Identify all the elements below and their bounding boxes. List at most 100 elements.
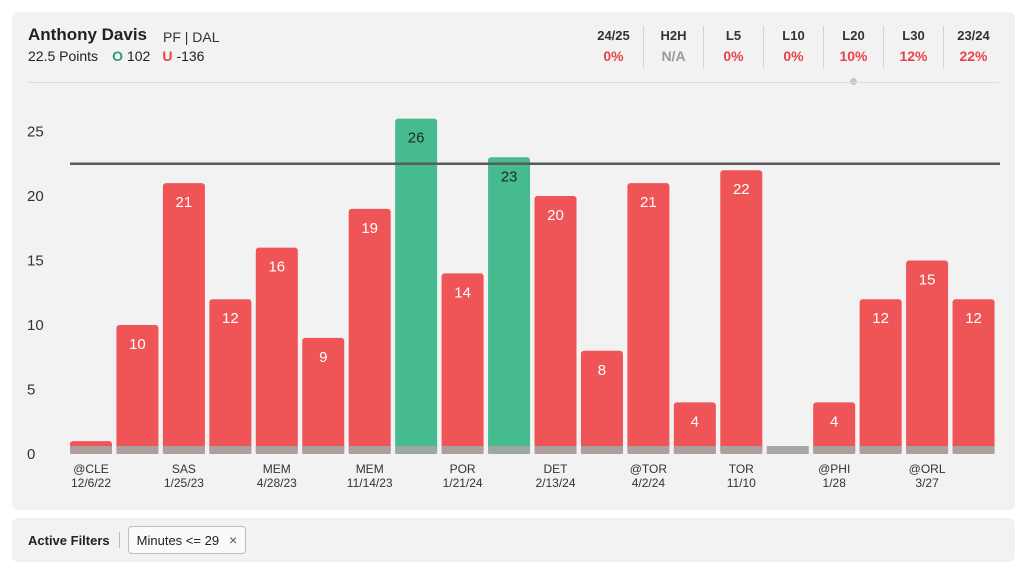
bar[interactable] (813, 402, 856, 454)
stat-value: 12% (899, 48, 928, 64)
prop-line-row: 22.5 Points O 102 U -136 (28, 48, 204, 64)
stat-label: L30 (902, 28, 925, 43)
stat-label: 23/24 (957, 28, 990, 43)
minutes-strip (906, 446, 949, 454)
bar-value-label: 22 (733, 181, 750, 198)
bar[interactable] (395, 118, 438, 454)
bar[interactable] (720, 170, 763, 454)
bar-value-label: 14 (454, 284, 471, 301)
minutes-strip (162, 446, 205, 454)
bar[interactable] (302, 337, 345, 454)
stat-label: L20 (842, 28, 865, 43)
bar-value-label: 15 (919, 272, 936, 289)
header-divider (28, 82, 999, 83)
x-tick-opponent: MEM (356, 462, 384, 476)
over-marker-icon: O (112, 48, 123, 64)
active-filters-title: Active Filters (28, 532, 110, 548)
player-name[interactable]: Anthony Davis (28, 25, 148, 44)
minutes-strip (441, 446, 484, 454)
x-tick-opponent: @TOR (630, 462, 668, 476)
stat-value: 0% (603, 48, 624, 64)
x-tick-date: 11/10 (727, 476, 756, 490)
stat-label: H2H (660, 28, 687, 43)
chart-card: Anthony Davis PF | DAL 22.5 Points O 102… (12, 12, 1015, 510)
bar-value-label: 8 (598, 362, 606, 379)
bar-value-label: 4 (830, 413, 838, 430)
bar[interactable] (673, 402, 716, 454)
stat-label: 24/25 (597, 28, 630, 43)
tab-h2h[interactable]: H2H N/A (644, 26, 704, 68)
x-tick-date: 3/27 (915, 476, 939, 490)
x-tick-opponent: SAS (172, 462, 196, 476)
bar[interactable] (906, 260, 949, 455)
y-tick-label: 10 (27, 317, 44, 334)
bar[interactable] (580, 350, 623, 454)
x-tick-date: 12/6/22 (71, 476, 111, 490)
tab-23-24[interactable]: 23/24 22% (944, 26, 1003, 68)
filter-chip-minutes[interactable]: Minutes <= 29 × (127, 526, 247, 554)
minutes-strip (859, 446, 902, 454)
bar[interactable] (952, 299, 995, 454)
minutes-strip (720, 446, 763, 454)
bar[interactable] (488, 157, 531, 455)
bar[interactable] (255, 247, 298, 454)
tab-l5[interactable]: L5 0% (704, 26, 764, 68)
y-tick-label: 20 (27, 188, 44, 205)
tab-l20[interactable]: L20 10% (824, 26, 884, 85)
bar-value-label: 20 (547, 207, 564, 224)
bar-value-label: 9 (319, 349, 327, 366)
minutes-strip (70, 446, 112, 454)
bar[interactable] (627, 183, 670, 454)
under-odds[interactable]: -136 (176, 48, 205, 64)
y-tick-label: 5 (27, 382, 35, 399)
prop-line: 22.5 Points (28, 48, 99, 64)
player-position-team: PF | DAL (163, 29, 220, 45)
x-tick-opponent: @PHI (818, 462, 850, 476)
close-icon[interactable]: × (229, 532, 238, 548)
stat-value: 0% (783, 48, 804, 64)
bar-value-label: 26 (408, 130, 425, 147)
minutes-strip (116, 446, 159, 454)
bar[interactable] (859, 299, 902, 454)
bar[interactable] (116, 325, 159, 454)
tab-l30[interactable]: L30 12% (884, 26, 944, 68)
bar-value-label: 4 (691, 413, 699, 430)
over-odds[interactable]: 102 (126, 48, 151, 64)
minutes-strip (395, 446, 438, 454)
minutes-strip (952, 446, 995, 454)
stat-value: N/A (661, 48, 686, 64)
bar-chart: 0 5 10 15 20 25 10 21 12 16 9 19 26 14 23 20 8 21 4 22 4 12 15… (27, 118, 1000, 490)
x-tick-date: 1/28 (823, 476, 847, 490)
bar-value-label: 12 (872, 310, 889, 327)
x-tick-opponent: DET (544, 462, 569, 476)
stat-label: L5 (725, 28, 742, 43)
minutes-strip (302, 446, 345, 454)
bar[interactable] (209, 299, 252, 454)
x-tick-opponent: @CLE (73, 462, 109, 476)
minutes-strip (255, 446, 298, 454)
selected-indicator-dot (850, 78, 857, 85)
bar[interactable] (162, 183, 205, 454)
bar-value-label: 19 (361, 220, 378, 237)
minutes-strip (488, 446, 531, 454)
bar-value-label: 12 (222, 310, 239, 327)
minutes-strip (766, 446, 809, 454)
tab-24-25[interactable]: 24/25 0% (584, 26, 644, 68)
bar[interactable] (534, 196, 577, 454)
x-tick-date: 4/2/24 (632, 476, 666, 490)
x-tick-opponent: POR (450, 462, 476, 476)
stat-label: L10 (782, 28, 805, 43)
tab-l10[interactable]: L10 0% (764, 26, 824, 68)
stat-value: 10% (839, 48, 868, 64)
active-filters-bar: Active Filters Minutes <= 29 × (12, 518, 1015, 562)
minutes-strip (534, 446, 577, 454)
x-tick-opponent: @ORL (909, 462, 946, 476)
bar[interactable] (348, 208, 391, 454)
bar-value-label: 12 (965, 310, 982, 327)
bar[interactable] (441, 273, 484, 454)
x-tick-date: 11/14/23 (347, 476, 393, 490)
x-tick-date: 4/28/23 (257, 476, 297, 490)
hit-rate-tabs: 24/25 0% H2H N/A L5 0% L10 0% L20 10% L3… (584, 26, 1003, 85)
minutes-strip (580, 446, 623, 454)
x-tick-opponent: MEM (263, 462, 291, 476)
